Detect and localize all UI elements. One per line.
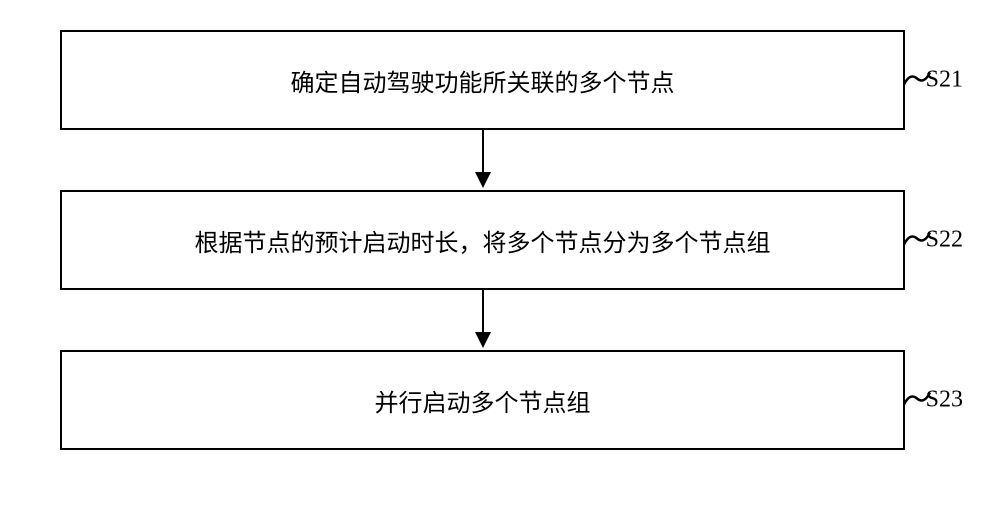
step-text-3: 并行启动多个节点组 [375,383,591,418]
arrow-2 [60,290,905,350]
flowchart-container: 确定自动驾驶功能所关联的多个节点 S21 根据节点的预计启动时长，将多个节点分为… [60,30,930,450]
step-label-2: S22 [926,227,963,254]
arrow-1 [60,130,905,190]
step-label-3: S23 [926,387,963,414]
step-box-1: 确定自动驾驶功能所关联的多个节点 S21 [60,30,905,130]
step-label-1: S21 [926,67,963,94]
step-text-2: 根据节点的预计启动时长，将多个节点分为多个节点组 [195,223,771,258]
step-box-3: 并行启动多个节点组 S23 [60,350,905,450]
step-box-2: 根据节点的预计启动时长，将多个节点分为多个节点组 S22 [60,190,905,290]
step-text-1: 确定自动驾驶功能所关联的多个节点 [291,63,675,98]
